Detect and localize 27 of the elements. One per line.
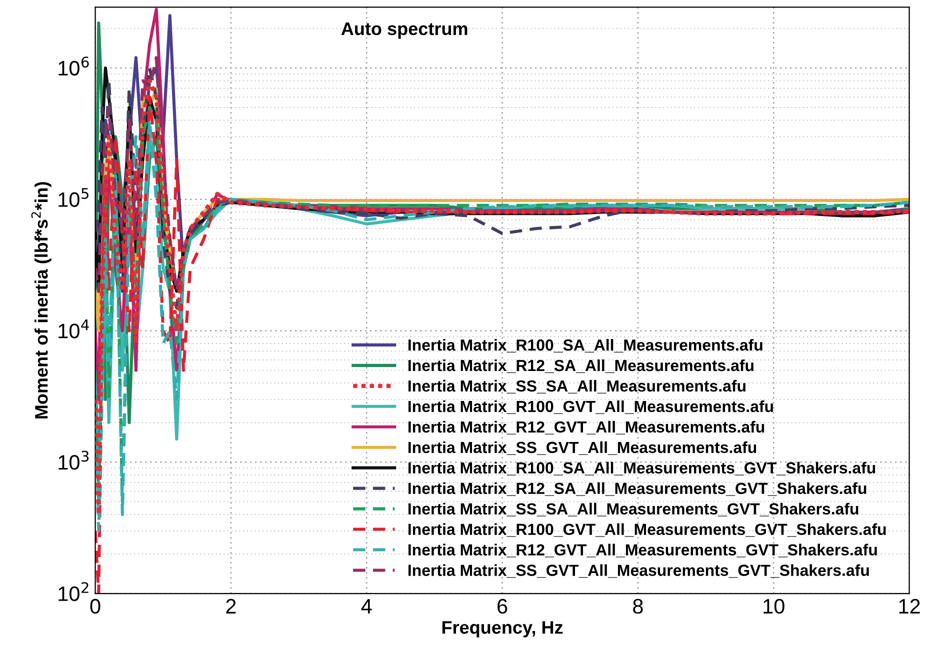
x-tick-label: 10: [764, 598, 784, 614]
legend-label: Inertia Matrix_SS_SA_All_Measurements_GVT_Shakers.afu: [408, 502, 858, 516]
legend-label: Inertia Matrix_R12_SA_All_Measurements_GVT_Shakers.afu: [408, 482, 866, 496]
y-axis-title: Moment of inertia (lbf*s$^{2}$*in): [31, 182, 52, 418]
legend-label: Inertia Matrix_R100_SA_All_Measurements.afu: [408, 338, 762, 353]
legend-label: Inertia Matrix_SS_SA_All_Measurements.afu: [408, 380, 746, 394]
legend-label: Inertia Matrix_R12_GVT_All_Measurements.afu: [408, 420, 764, 434]
y-tick-label: 10$^{5}$: [58, 188, 88, 207]
x-tick-label: 8: [633, 598, 643, 614]
y-tick-label: 10$^{3}$: [58, 450, 89, 470]
y-tick-label: 10$^{6}$: [58, 56, 89, 76]
x-tick-label: 2: [226, 598, 236, 614]
x-tick-label: 0: [90, 598, 100, 614]
y-tick-label: 10$^{4}$: [58, 320, 89, 338]
text: Auto spectrum: [341, 22, 468, 39]
x-tick-label: 4: [361, 599, 372, 614]
x-tick-label: 6: [498, 598, 508, 614]
legend-label: Inertia Matrix_R100_GVT_All_Measurements_GVT_Shakers.afu: [408, 523, 886, 537]
legend-label: Inertia Matrix_SS_GVT_All_Measurements_GVT_Shakers.afu: [408, 564, 869, 578]
legend-label: Inertia Matrix_SS_GVT_All_Measurements.afu: [408, 441, 756, 455]
legend-label: Inertia Matrix_R12_SA_All_Measurements.afu: [408, 359, 754, 373]
y-tick-label: 10$^{2}$: [58, 582, 88, 602]
legend-label: Inertia Matrix_R100_GVT_All_Measurements.afu: [408, 400, 773, 414]
legend-label: Inertia Matrix_R100_SA_All_Measurements_GVT_Shakers.afu: [408, 462, 876, 476]
legend-label: Inertia Matrix_R12_GVT_All_Measurements_GVT_Shakers.afu: [408, 544, 877, 558]
x-tick-label: 12: [899, 598, 920, 614]
x-axis-title: Frequency, Hz: [442, 621, 563, 638]
